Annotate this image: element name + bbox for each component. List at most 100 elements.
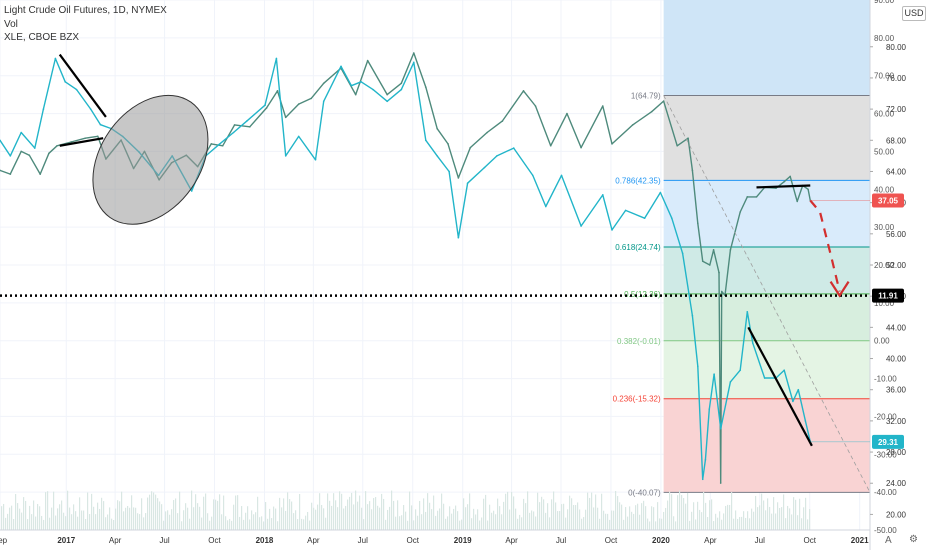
volume-bar (465, 507, 467, 530)
volume-bar (757, 507, 759, 530)
volume-bar (751, 508, 753, 530)
volume-bar (237, 495, 239, 530)
series-point (659, 191, 662, 194)
series-point (560, 174, 563, 177)
series-point (807, 188, 809, 191)
volume-bar (621, 504, 623, 530)
volume-bar (335, 500, 337, 530)
volume-bar (617, 496, 619, 530)
volume-bar (169, 514, 171, 530)
volume-bar (37, 503, 39, 530)
volume-bar (453, 508, 455, 530)
volume-bar (7, 513, 9, 530)
volume-bar (507, 491, 509, 530)
volume-bar (543, 499, 545, 530)
volume-bar (459, 520, 461, 530)
series-point (75, 88, 78, 91)
series-point (99, 123, 102, 126)
volume-bar (799, 498, 801, 530)
volume-bar (589, 497, 591, 530)
auto-scale-button[interactable]: A (885, 535, 892, 546)
series-point (796, 200, 799, 203)
series-point (284, 155, 287, 157)
volume-bar (363, 519, 365, 530)
volume-bar (705, 502, 707, 530)
series-point (718, 271, 720, 274)
left-tick-label: 0.00 (874, 337, 890, 346)
series-point (264, 104, 266, 107)
volume-bar (361, 507, 363, 530)
volume-bar (299, 493, 301, 530)
volume-bar (91, 493, 93, 530)
volume-bar (763, 500, 765, 530)
volume-bar (55, 515, 57, 530)
series-point (190, 190, 193, 192)
volume-bar (161, 504, 163, 530)
volume-bar (111, 518, 113, 530)
series-point (372, 88, 374, 91)
volume-bar (135, 507, 137, 530)
volume-bar (567, 509, 569, 530)
volume-bar (343, 508, 345, 530)
volume-bar (627, 516, 629, 530)
volume-bar (665, 507, 667, 530)
left-tick-label: 20.00 (874, 261, 895, 270)
volume-bar (403, 505, 405, 530)
series-point (42, 108, 45, 110)
volume-bar (211, 516, 213, 530)
left-tick-label: 90.00 (874, 0, 895, 5)
volume-bar (651, 506, 653, 530)
volume-bar (455, 505, 457, 530)
left-tick-label: -30.00 (874, 450, 897, 459)
volume-bar (125, 507, 127, 530)
volume-bar (387, 509, 389, 530)
volume-bar (303, 519, 305, 530)
series-point (611, 229, 613, 231)
volume-bar (639, 514, 641, 530)
series-point (566, 112, 568, 115)
series-point (650, 110, 653, 113)
volume-bar (483, 498, 485, 530)
settings-icon[interactable]: ⚙ (909, 534, 918, 545)
volume-bar (605, 513, 607, 530)
volume-bar (383, 498, 385, 530)
volume-bar (131, 495, 133, 530)
volume-bar (641, 503, 643, 530)
volume-bar (569, 495, 571, 530)
volume-bar (527, 491, 529, 530)
volume-bar (791, 514, 793, 530)
volume-bar (541, 496, 543, 530)
volume-bar (505, 493, 507, 530)
volume-bar (313, 507, 315, 530)
volume-bar (583, 517, 585, 530)
left-tick-label: 40.00 (874, 185, 895, 194)
series-point (413, 52, 415, 54)
volume-bar (685, 503, 687, 530)
volume-bar (103, 501, 105, 530)
last-value-label: 37.05 (878, 196, 899, 205)
series-point (691, 169, 694, 172)
volume-bar (709, 500, 711, 530)
volume-bar (29, 505, 31, 530)
series-point (9, 155, 12, 157)
volume-bar (191, 490, 193, 530)
series-point (729, 381, 732, 383)
volume-bar (439, 508, 441, 530)
volume-bar (139, 514, 141, 530)
volume-bar (759, 505, 761, 530)
left-tick-label: 70.00 (874, 72, 895, 81)
series-point (354, 93, 357, 96)
volume-bar (755, 495, 757, 530)
volume-bar (257, 496, 259, 530)
series-point (662, 100, 665, 102)
x-tick-label: Oct (803, 536, 816, 545)
volume-bar (33, 500, 35, 530)
volume-bar (315, 509, 317, 530)
volume-bar (699, 509, 701, 530)
currency-button[interactable]: USD (902, 6, 926, 21)
volume-bar (417, 515, 419, 530)
volume-bar (43, 519, 45, 530)
volume-bar (731, 492, 733, 530)
volume-bar (491, 512, 493, 530)
